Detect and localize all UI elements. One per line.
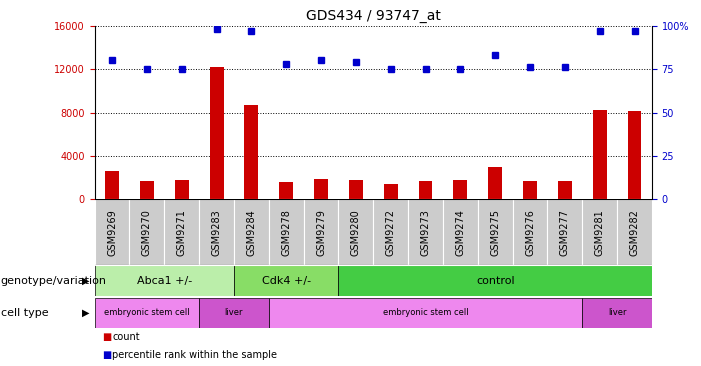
Bar bbox=[95, 199, 130, 265]
Text: percentile rank within the sample: percentile rank within the sample bbox=[112, 350, 277, 360]
Bar bbox=[408, 199, 443, 265]
Bar bbox=[245, 105, 259, 199]
Bar bbox=[617, 199, 652, 265]
Text: ■: ■ bbox=[102, 332, 111, 342]
Bar bbox=[199, 298, 268, 328]
Text: GSM9281: GSM9281 bbox=[594, 209, 605, 256]
Bar bbox=[105, 171, 119, 199]
Bar bbox=[95, 298, 199, 328]
Text: GSM9274: GSM9274 bbox=[456, 209, 465, 256]
Text: GSM9280: GSM9280 bbox=[351, 209, 361, 256]
Title: GDS434 / 93747_at: GDS434 / 93747_at bbox=[306, 9, 441, 23]
Bar bbox=[268, 199, 304, 265]
Text: GSM9276: GSM9276 bbox=[525, 209, 535, 256]
Text: liver: liver bbox=[225, 309, 243, 317]
Bar bbox=[199, 199, 234, 265]
Bar bbox=[175, 180, 189, 199]
Bar bbox=[339, 199, 374, 265]
Bar bbox=[488, 167, 502, 199]
Text: GSM9279: GSM9279 bbox=[316, 209, 326, 256]
Bar bbox=[234, 265, 339, 296]
Text: ■: ■ bbox=[102, 350, 111, 360]
Bar bbox=[164, 199, 199, 265]
Text: GSM9269: GSM9269 bbox=[107, 209, 117, 256]
Bar bbox=[454, 180, 468, 199]
Bar bbox=[593, 111, 606, 199]
Bar bbox=[210, 67, 224, 199]
Text: GSM9270: GSM9270 bbox=[142, 209, 152, 256]
Bar bbox=[279, 182, 293, 199]
Bar bbox=[547, 199, 583, 265]
Text: GSM9272: GSM9272 bbox=[386, 209, 395, 256]
Text: ▶: ▶ bbox=[82, 308, 90, 318]
Text: embryonic stem cell: embryonic stem cell bbox=[383, 309, 468, 317]
Bar bbox=[418, 181, 433, 199]
Bar bbox=[523, 181, 537, 199]
Bar bbox=[583, 298, 652, 328]
Text: genotype/variation: genotype/variation bbox=[1, 276, 107, 286]
Bar bbox=[558, 181, 572, 199]
Bar bbox=[339, 265, 652, 296]
Bar bbox=[140, 181, 154, 199]
Text: GSM9271: GSM9271 bbox=[177, 209, 186, 256]
Text: GSM9273: GSM9273 bbox=[421, 209, 430, 256]
Text: control: control bbox=[476, 276, 515, 286]
Text: GSM9284: GSM9284 bbox=[246, 209, 257, 256]
Text: count: count bbox=[112, 332, 139, 342]
Bar bbox=[234, 199, 268, 265]
Bar bbox=[268, 298, 583, 328]
Bar bbox=[130, 199, 164, 265]
Text: GSM9278: GSM9278 bbox=[281, 209, 291, 256]
Text: GSM9282: GSM9282 bbox=[629, 209, 639, 256]
Bar bbox=[478, 199, 512, 265]
Bar bbox=[349, 180, 363, 199]
Text: liver: liver bbox=[608, 309, 627, 317]
Text: GSM9283: GSM9283 bbox=[212, 209, 222, 256]
Text: ▶: ▶ bbox=[82, 276, 90, 286]
Bar bbox=[314, 179, 328, 199]
Bar bbox=[512, 199, 547, 265]
Bar bbox=[383, 184, 397, 199]
Text: GSM9277: GSM9277 bbox=[560, 209, 570, 256]
Text: cell type: cell type bbox=[1, 308, 48, 318]
Bar bbox=[627, 112, 641, 199]
Bar bbox=[95, 265, 234, 296]
Text: Abca1 +/-: Abca1 +/- bbox=[137, 276, 192, 286]
Text: GSM9275: GSM9275 bbox=[490, 209, 501, 256]
Bar bbox=[374, 199, 408, 265]
Text: embryonic stem cell: embryonic stem cell bbox=[104, 309, 190, 317]
Bar bbox=[583, 199, 617, 265]
Bar bbox=[304, 199, 339, 265]
Bar bbox=[443, 199, 478, 265]
Text: Cdk4 +/-: Cdk4 +/- bbox=[261, 276, 311, 286]
